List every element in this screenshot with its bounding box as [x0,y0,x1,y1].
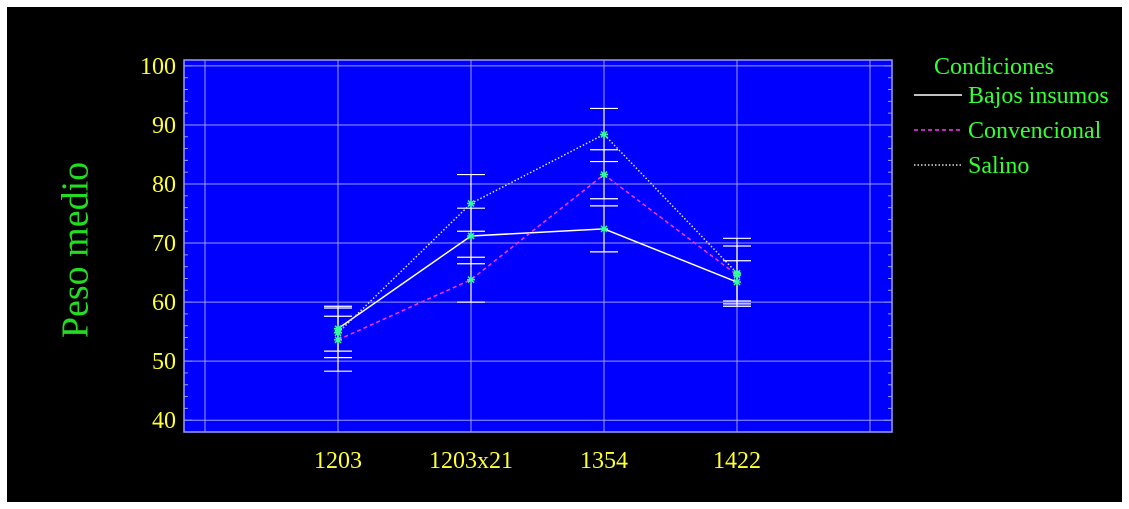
marker-stroke [600,225,608,233]
marker-stroke [733,269,741,277]
marker-stroke [600,130,608,138]
data-point [600,170,608,179]
series-line-bajos-insumos [337,228,738,330]
x-tick-label: 1354 [580,448,628,474]
chart-canvas: 40 50 60 70 80 90 100 1203 1203x21 1354 1422 Peso… [7,7,1122,502]
x-tick-label: 1422 [713,448,761,474]
y-tick-label: 80 [152,172,176,198]
data-point [600,130,608,139]
series-line-convencional [337,173,738,341]
plot-area [184,60,892,432]
y-tick-label: 50 [152,349,176,375]
line-chart: 40 50 60 70 80 90 100 1203 1203x21 1354 1422 Peso… [55,54,1109,474]
x-axis: 1203 1203x21 1354 1422 [314,448,761,474]
data-point [334,335,342,344]
data-point [334,328,342,337]
marker-stroke [334,329,342,337]
legend-title: Condiciones [934,54,1054,80]
data-point [467,275,475,284]
y-tick-label: 100 [140,54,176,80]
data-point [467,231,475,240]
legend-entry-label: Salino [968,153,1029,179]
y-tick-label: 60 [152,290,176,316]
data-point [733,278,741,287]
y-tick-label: 40 [152,408,176,434]
marker-stroke [467,276,475,284]
data-point [733,269,741,278]
y-tick-label: 90 [152,113,176,139]
y-tick-label: 70 [152,231,176,257]
x-tick-label: 1203 [314,448,362,474]
marker-stroke [733,278,741,286]
plot-border [183,59,893,433]
y-axis-label: Peso medio [55,162,97,338]
legend: Condiciones Bajos insumos Convencional Sal… [914,54,1109,179]
marker-stroke [467,199,475,208]
data-point [600,224,608,233]
marker-stroke [467,232,475,240]
series-lines [337,133,738,341]
series-line-salino [337,133,738,334]
legend-entry-label: Convencional [968,118,1102,144]
plot-frame [183,59,893,433]
x-tick-label: 1203x21 [429,448,513,474]
y-axis: 40 50 60 70 80 90 100 [140,54,176,434]
marker-stroke [334,336,342,344]
legend-entry-label: Bajos insumos [968,83,1109,109]
data-markers [334,130,741,344]
marker-stroke [600,171,608,179]
data-point [467,199,475,208]
